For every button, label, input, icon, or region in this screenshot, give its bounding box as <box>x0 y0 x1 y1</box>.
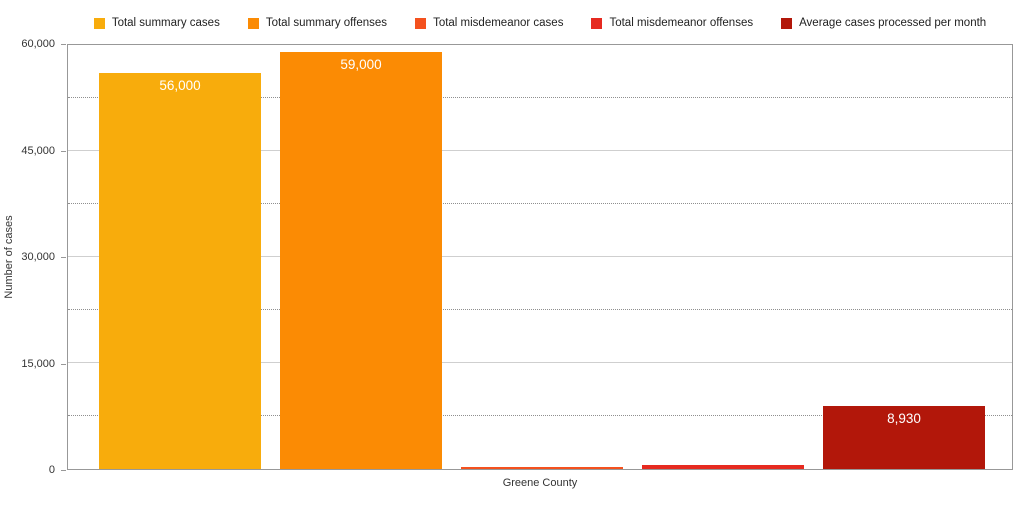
legend-item-1[interactable]: Total summary cases <box>93 17 220 29</box>
x-axis-label: Greene County <box>502 477 578 489</box>
y-tick-mark <box>61 363 66 365</box>
bar-1[interactable]: 56,000 <box>99 73 261 469</box>
legend-item-4[interactable]: Total misdemeanor offenses <box>591 17 753 29</box>
y-tick-label: 0 <box>48 464 55 476</box>
legend-item-label: Total summary offenses <box>265 17 388 29</box>
bar-4[interactable] <box>642 465 804 469</box>
legend-swatch-icon <box>93 17 105 29</box>
legend-item-label: Total misdemeanor cases <box>433 17 564 29</box>
bar-value-label: 59,000 <box>340 57 382 73</box>
y-tick-mark <box>61 44 66 45</box>
y-tick-mark <box>61 470 66 471</box>
bar-value-label: 56,000 <box>159 78 201 94</box>
y-tick-label: 30,000 <box>21 251 55 263</box>
legend-swatch-icon <box>781 17 793 29</box>
bar-value-label: 8,930 <box>887 410 921 426</box>
legend-swatch-icon <box>415 17 427 29</box>
major-gridline <box>68 150 1012 151</box>
minor-gridline <box>68 309 1012 310</box>
legend-item-2[interactable]: Total summary offenses <box>247 17 388 29</box>
minor-gridline <box>68 203 1012 204</box>
y-tick-mark <box>61 150 66 152</box>
y-tick-label: 45,000 <box>21 144 55 157</box>
bar-group: 56,000 59,000 8,930 <box>68 45 1012 469</box>
legend-item-3[interactable]: Total misdemeanor cases <box>415 17 563 29</box>
y-axis: 0 15,000 30,000 45,000 60,000 <box>0 38 67 476</box>
major-gridline <box>68 362 1012 363</box>
major-gridline <box>68 256 1012 257</box>
legend-item-label: Total summary cases <box>111 17 220 29</box>
bar-2[interactable]: 59,000 <box>280 52 442 469</box>
legend-swatch-icon <box>247 17 259 29</box>
legend-item-5[interactable]: Average cases processed per month <box>781 17 986 29</box>
bar-3[interactable] <box>461 466 623 469</box>
plot-area: 56,000 59,000 8,930 <box>67 44 1013 470</box>
legend-item-label: Total misdemeanor offenses <box>609 17 754 29</box>
y-tick-label: 15,000 <box>21 357 55 370</box>
chart-legend: Total summary cases Total summary offense… <box>67 14 1013 32</box>
minor-gridline <box>68 97 1012 98</box>
minor-gridline <box>68 415 1012 416</box>
legend-item-label: Average cases processed per month <box>799 17 987 29</box>
legend-swatch-icon <box>591 17 603 29</box>
bar-5[interactable]: 8,930 <box>823 405 985 469</box>
y-tick-label: 60,000 <box>21 38 55 50</box>
y-tick-mark <box>61 257 66 258</box>
